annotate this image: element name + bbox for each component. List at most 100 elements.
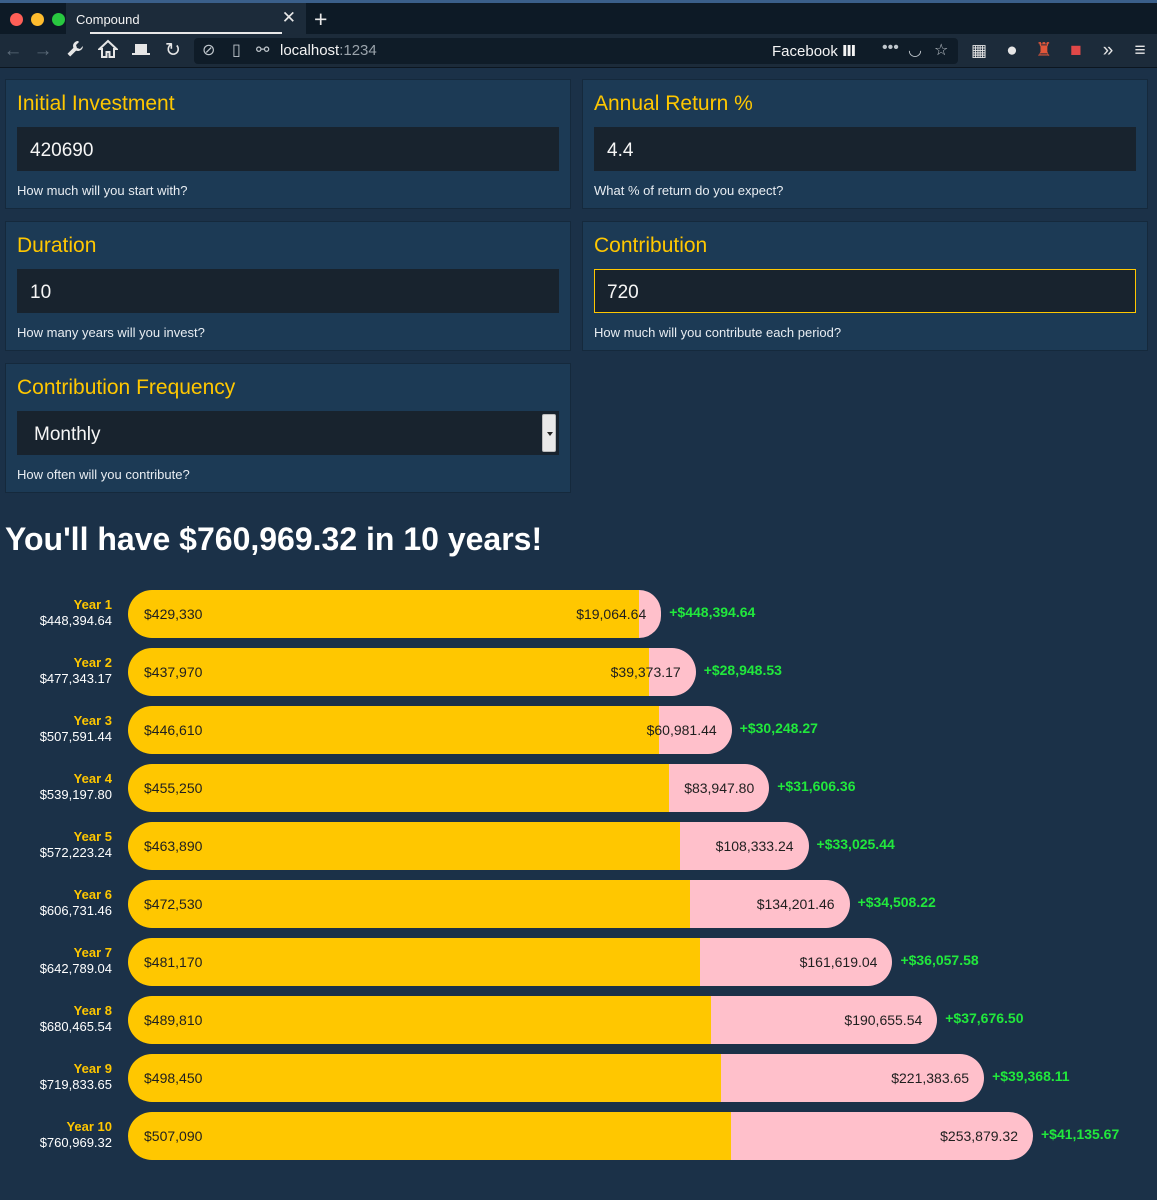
year-total: $719,833.65 bbox=[39, 1077, 112, 1092]
year-label: Year 10 $760,969.32 bbox=[2, 1119, 112, 1151]
gain-label: +$30,248.27 bbox=[739, 720, 818, 736]
year-total: $507,591.44 bbox=[39, 729, 112, 744]
year-name: Year 3 bbox=[73, 713, 112, 728]
browser-tab-bar: Compound ✕ + bbox=[0, 0, 1157, 34]
interest-value-label: $60,981.44 bbox=[646, 722, 717, 738]
year-total: $448,394.64 bbox=[39, 613, 112, 628]
contribution-card: Contribution 720 How much will you contr… bbox=[582, 221, 1148, 351]
initial-investment-hint: How much will you start with? bbox=[17, 183, 188, 198]
contribution-frequency-label: Contribution Frequency bbox=[17, 376, 236, 399]
gain-label: +$37,676.50 bbox=[945, 1010, 1024, 1026]
address-bar[interactable]: ⊘ ▯ ⚯ localhost:1234 Facebook Ⅲ ••• ◡ ☆ bbox=[194, 38, 958, 64]
gain-label: +$448,394.64 bbox=[669, 604, 756, 620]
annual-return-input[interactable]: 4.4 bbox=[594, 127, 1136, 171]
principal-bar bbox=[128, 880, 690, 928]
reload-icon[interactable]: ↻ bbox=[165, 40, 181, 61]
annual-return-label: Annual Return % bbox=[594, 92, 753, 115]
principal-bar bbox=[128, 822, 680, 870]
facebook-container-badge[interactable]: Facebook Ⅲ bbox=[772, 43, 857, 60]
year-name: Year 2 bbox=[73, 655, 112, 670]
year-label: Year 4 $539,197.80 bbox=[2, 771, 112, 803]
interest-value-label: $253,879.32 bbox=[940, 1128, 1018, 1144]
contribution-frequency-hint: How often will you contribute? bbox=[17, 467, 190, 482]
overflow-chevron-icon[interactable]: » bbox=[1102, 40, 1114, 61]
year-total: $680,465.54 bbox=[39, 1019, 112, 1034]
interest-value-label: $19,064.64 bbox=[576, 606, 647, 622]
principal-value-label: $463,890 bbox=[144, 838, 203, 854]
interest-bar bbox=[669, 764, 770, 812]
year-name: Year 6 bbox=[73, 887, 112, 902]
year-name: Year 9 bbox=[73, 1061, 112, 1076]
wrench-icon[interactable] bbox=[64, 39, 86, 63]
bookmark-star-icon[interactable]: ☆ bbox=[934, 42, 949, 59]
year-total: $760,969.32 bbox=[39, 1135, 112, 1150]
interest-bar bbox=[700, 938, 893, 986]
gain-label: +$36,057.58 bbox=[900, 952, 979, 968]
duration-card: Duration 10 How many years will you inve… bbox=[5, 221, 571, 351]
hamburger-menu-icon[interactable]: ≡ bbox=[1134, 40, 1146, 61]
extensions-grid-icon[interactable]: ▦ bbox=[970, 41, 988, 60]
chevron-down-icon[interactable] bbox=[542, 414, 556, 452]
gain-label: +$34,508.22 bbox=[857, 894, 936, 910]
year-label: Year 8 $680,465.54 bbox=[2, 1003, 112, 1035]
duration-hint: How many years will you invest? bbox=[17, 325, 205, 340]
browser-tab[interactable]: Compound ✕ bbox=[66, 3, 306, 34]
principal-bar bbox=[128, 648, 649, 696]
year-name: Year 10 bbox=[66, 1119, 112, 1134]
home-icon[interactable] bbox=[96, 39, 120, 63]
account-icon[interactable]: ● bbox=[1006, 40, 1018, 61]
interest-value-label: $161,619.04 bbox=[799, 954, 878, 970]
close-icon[interactable]: ✕ bbox=[281, 8, 296, 27]
close-window-button[interactable] bbox=[10, 13, 23, 26]
interest-bar bbox=[648, 648, 696, 696]
year-label: Year 5 $572,223.24 bbox=[2, 829, 112, 861]
principal-value-label: $446,610 bbox=[144, 722, 203, 738]
gain-label: +$41,135.67 bbox=[1041, 1126, 1120, 1142]
browser-toolbar: ← → ↻ ⊘ ▯ ⚯ localhost:1234 Facebook Ⅲ ••… bbox=[0, 34, 1157, 68]
minimize-window-button[interactable] bbox=[31, 13, 44, 26]
interest-value-label: $39,373.17 bbox=[610, 664, 681, 680]
interest-bar bbox=[638, 590, 662, 638]
duration-input[interactable]: 10 bbox=[17, 269, 559, 313]
interest-value-label: $190,655.54 bbox=[844, 1012, 923, 1028]
screenshot-icon[interactable]: ■ bbox=[1070, 40, 1082, 61]
back-icon[interactable]: ← bbox=[3, 40, 23, 61]
page-icon[interactable]: ▯ bbox=[232, 42, 241, 59]
extension-lighthouse-icon[interactable]: ♜ bbox=[1035, 40, 1053, 61]
year-label: Year 7 $642,789.04 bbox=[2, 945, 112, 977]
interest-bar bbox=[720, 1054, 985, 1102]
interest-bar bbox=[731, 1112, 1033, 1160]
initial-investment-input[interactable]: 420690 bbox=[17, 127, 559, 171]
contribution-label: Contribution bbox=[594, 234, 708, 257]
year-name: Year 4 bbox=[73, 771, 112, 786]
principal-bar bbox=[128, 938, 701, 986]
principal-value-label: $481,170 bbox=[144, 954, 203, 970]
more-actions-icon[interactable]: ••• bbox=[882, 39, 899, 56]
tracking-protection-icon[interactable]: ⊘ bbox=[202, 42, 216, 59]
growth-chart: Year 1 $448,394.64 $429,330 $19,064.64 +$448… bbox=[0, 580, 1157, 1180]
annual-return-hint: What % of return do you expect? bbox=[594, 183, 784, 198]
year-name: Year 7 bbox=[73, 945, 112, 960]
year-total: $606,731.46 bbox=[39, 903, 112, 918]
maximize-window-button[interactable] bbox=[52, 13, 65, 26]
contribution-frequency-select[interactable]: Monthly bbox=[17, 411, 559, 455]
forward-icon[interactable]: → bbox=[33, 40, 53, 61]
interest-bar bbox=[710, 996, 938, 1044]
contribution-input[interactable]: 720 bbox=[594, 269, 1136, 313]
contribution-hint: How much will you contribute each period… bbox=[594, 325, 842, 340]
tab-title: Compound bbox=[76, 12, 140, 27]
year-name: Year 8 bbox=[73, 1003, 112, 1018]
duration-label: Duration bbox=[17, 234, 97, 257]
principal-value-label: $437,970 bbox=[144, 664, 203, 680]
year-label: Year 3 $507,591.44 bbox=[2, 713, 112, 745]
pocket-icon[interactable]: ◡ bbox=[908, 42, 922, 59]
permissions-icon[interactable]: ⚯ bbox=[256, 42, 270, 59]
year-label: Year 6 $606,731.46 bbox=[2, 887, 112, 919]
principal-value-label: $472,530 bbox=[144, 896, 203, 912]
interest-bar bbox=[689, 880, 850, 928]
container-icon[interactable] bbox=[130, 39, 152, 63]
url-text[interactable]: localhost:1234 bbox=[280, 42, 377, 59]
gain-label: +$31,606.36 bbox=[777, 778, 856, 794]
year-total: $539,197.80 bbox=[39, 787, 112, 802]
new-tab-icon[interactable]: + bbox=[314, 6, 328, 32]
